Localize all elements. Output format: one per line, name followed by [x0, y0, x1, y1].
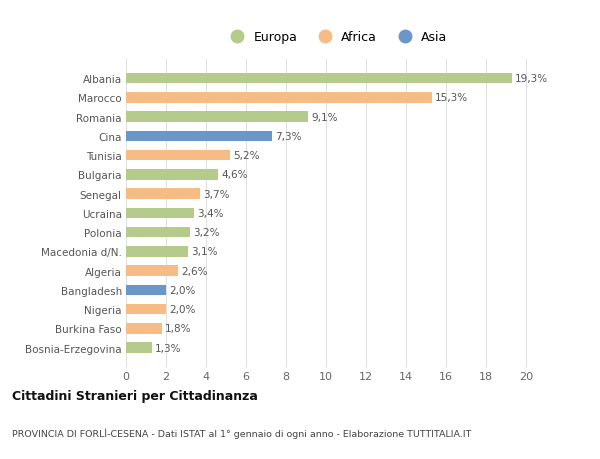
Text: PROVINCIA DI FORLÌ-CESENA - Dati ISTAT al 1° gennaio di ogni anno - Elaborazione: PROVINCIA DI FORLÌ-CESENA - Dati ISTAT a… [12, 428, 472, 438]
Bar [126, 170, 218, 180]
Bar [126, 246, 188, 257]
Bar [126, 324, 162, 334]
Bar [126, 93, 432, 103]
Bar [126, 266, 178, 276]
Legend: Europa, Africa, Asia: Europa, Africa, Asia [220, 26, 452, 49]
Bar [126, 73, 512, 84]
Text: 5,2%: 5,2% [233, 151, 260, 161]
Bar [126, 343, 152, 353]
Text: 2,0%: 2,0% [169, 304, 196, 314]
Bar [126, 112, 308, 123]
Text: Cittadini Stranieri per Cittadinanza: Cittadini Stranieri per Cittadinanza [12, 389, 258, 403]
Text: 15,3%: 15,3% [435, 93, 468, 103]
Text: 4,6%: 4,6% [221, 170, 248, 180]
Bar [126, 285, 166, 296]
Text: 19,3%: 19,3% [515, 74, 548, 84]
Text: 1,8%: 1,8% [165, 324, 191, 334]
Text: 2,0%: 2,0% [169, 285, 196, 295]
Bar [126, 151, 230, 161]
Text: 2,6%: 2,6% [181, 266, 208, 276]
Text: 9,1%: 9,1% [311, 112, 337, 123]
Bar [126, 131, 272, 142]
Text: 3,1%: 3,1% [191, 247, 218, 257]
Bar [126, 189, 200, 200]
Text: 3,2%: 3,2% [193, 228, 220, 238]
Bar [126, 227, 190, 238]
Text: 1,3%: 1,3% [155, 343, 182, 353]
Text: 7,3%: 7,3% [275, 132, 302, 141]
Bar [126, 304, 166, 315]
Bar [126, 208, 194, 219]
Text: 3,7%: 3,7% [203, 189, 229, 199]
Text: 3,4%: 3,4% [197, 208, 223, 218]
